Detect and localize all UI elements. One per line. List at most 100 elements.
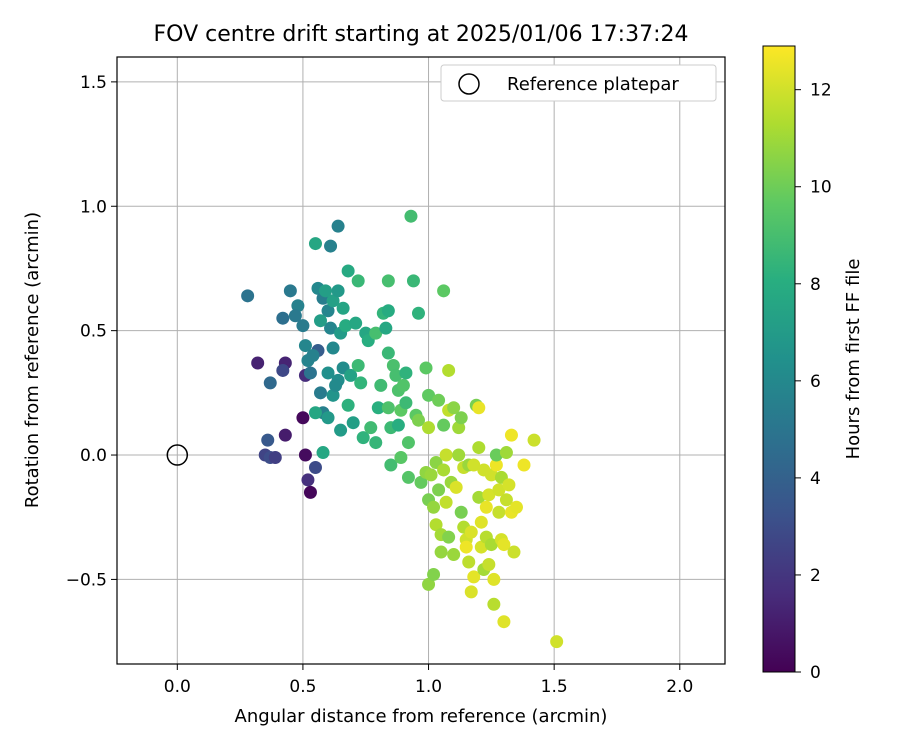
scatter-point bbox=[462, 555, 476, 569]
scatter-point bbox=[351, 274, 365, 288]
scatter-point bbox=[241, 289, 255, 303]
scatter-point bbox=[296, 319, 310, 333]
scatter-point bbox=[474, 515, 488, 529]
scatter-point bbox=[389, 368, 403, 382]
colorbar-ticks: 0 2 4 6 8 10 12 bbox=[795, 81, 832, 683]
scatter-point bbox=[489, 458, 503, 472]
scatter-point bbox=[276, 311, 290, 325]
plot-frame bbox=[116, 56, 726, 665]
scatter-point bbox=[321, 411, 335, 425]
scatter-point bbox=[427, 567, 441, 581]
scatter-point bbox=[349, 316, 363, 330]
colorbar-tick-label: 8 bbox=[810, 275, 821, 295]
y-axis-label: Rotation from reference (arcmin) bbox=[22, 212, 43, 508]
colorbar-tick-label: 2 bbox=[810, 566, 821, 586]
scatter-point bbox=[517, 458, 531, 472]
scatter-point bbox=[336, 301, 350, 315]
colorbar: 0 2 4 6 8 10 12 Hours from first FF file bbox=[762, 45, 864, 683]
scatter-point bbox=[550, 635, 564, 649]
scatter-point bbox=[308, 237, 322, 251]
colorbar-tick-label: 0 bbox=[810, 663, 821, 683]
scatter-point bbox=[464, 585, 478, 599]
scatter-point bbox=[432, 483, 446, 497]
legend-reference-marker bbox=[458, 73, 480, 95]
colorbar-tick-label: 10 bbox=[810, 178, 832, 198]
scatter-point bbox=[427, 500, 441, 514]
y-axis-ticks: −0.5 0.0 0.5 1.0 1.5 bbox=[66, 73, 117, 590]
scatter-point bbox=[454, 411, 468, 425]
scatter-point bbox=[507, 545, 521, 559]
scatter-point bbox=[437, 463, 451, 477]
scatter-point bbox=[504, 428, 518, 442]
scatter-point bbox=[454, 505, 468, 519]
scatter-point bbox=[411, 306, 425, 320]
colorbar-tick-label: 4 bbox=[810, 469, 821, 489]
scatter-point bbox=[296, 411, 310, 425]
scatter-point bbox=[422, 388, 436, 402]
y-tick-label: 1.0 bbox=[80, 197, 107, 217]
scatter-point bbox=[251, 356, 265, 370]
scatter-point bbox=[381, 304, 395, 318]
scatter-point bbox=[429, 518, 443, 532]
scatter-point bbox=[369, 436, 383, 450]
colorbar-tick-label: 6 bbox=[810, 372, 821, 392]
scatter-point bbox=[459, 540, 473, 554]
colorbar-gradient bbox=[762, 45, 796, 673]
scatter-point bbox=[439, 448, 453, 462]
scatter-point bbox=[268, 451, 282, 465]
scatter-point bbox=[331, 219, 345, 233]
legend-reference-label: Reference platepar bbox=[507, 74, 679, 95]
scatter-point bbox=[484, 468, 498, 482]
y-tick-label: 0.5 bbox=[80, 322, 107, 342]
x-tick-label: 2.0 bbox=[666, 677, 693, 697]
scatter-point bbox=[492, 505, 506, 519]
scatter-point bbox=[316, 446, 330, 460]
scatter-point bbox=[283, 284, 297, 298]
scatter-point bbox=[509, 500, 523, 514]
scatter-point bbox=[406, 274, 420, 288]
x-tick-label: 0.0 bbox=[164, 677, 191, 697]
scatter-point bbox=[484, 538, 498, 552]
scatter-point bbox=[298, 339, 312, 353]
scatter-point bbox=[303, 366, 317, 380]
scatter-point bbox=[314, 314, 327, 328]
grid bbox=[117, 57, 725, 664]
y-tick-label: 0.0 bbox=[80, 446, 107, 466]
scatter-point bbox=[472, 490, 486, 504]
scatter-point bbox=[314, 386, 327, 400]
scatter-point bbox=[447, 548, 461, 562]
colorbar-label: Hours from first FF file bbox=[843, 259, 864, 460]
scatter-point bbox=[439, 495, 453, 509]
scatter-point bbox=[344, 368, 358, 382]
x-axis-ticks: 0.0 0.5 1.0 1.5 2.0 bbox=[164, 664, 693, 697]
colorbar-tick-label: 12 bbox=[810, 81, 832, 101]
scatter-point bbox=[356, 431, 370, 445]
scatter-point bbox=[497, 615, 511, 629]
scatter-point bbox=[331, 284, 345, 298]
scatter-point bbox=[482, 557, 496, 571]
scatter-point bbox=[341, 264, 355, 278]
scatter-point bbox=[434, 545, 448, 559]
scatter-point bbox=[414, 475, 428, 489]
scatter-point bbox=[308, 406, 322, 420]
scatter-point bbox=[263, 376, 277, 390]
scatter-point bbox=[326, 341, 340, 355]
scatter-point bbox=[364, 421, 378, 435]
scatter-point bbox=[401, 470, 415, 484]
scatter-point bbox=[399, 366, 413, 380]
scatter-point bbox=[499, 446, 513, 460]
scatter-point bbox=[474, 540, 488, 554]
x-tick-label: 1.0 bbox=[415, 677, 442, 697]
scatter-point bbox=[447, 401, 461, 415]
scatter-point bbox=[278, 428, 292, 442]
scatter-point bbox=[419, 361, 433, 375]
scatter-point bbox=[467, 570, 481, 584]
scatter-point bbox=[487, 597, 501, 611]
scatter-point bbox=[432, 393, 446, 407]
legend: Reference platepar bbox=[440, 64, 717, 102]
scatter-point bbox=[291, 299, 305, 313]
scatter-point bbox=[324, 321, 338, 335]
scatter-point bbox=[354, 376, 368, 390]
scatter-point bbox=[497, 538, 511, 552]
